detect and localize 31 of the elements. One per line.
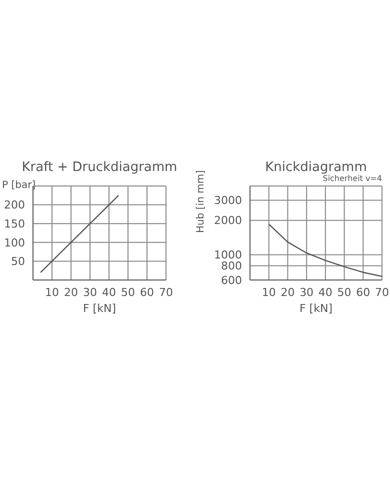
chart-title: Kraft + Druckdiagramm	[20, 160, 178, 175]
x-axis-title: F [kN]	[82, 302, 116, 315]
x-tick-label: 60	[140, 286, 154, 299]
y-tick-label: 50	[11, 255, 25, 268]
chart-title: Knickdiagramm	[264, 160, 368, 175]
y-tick-label: 150	[4, 218, 25, 231]
y-tick-label: 100	[4, 236, 25, 250]
text: Sicherheit v=4	[322, 174, 382, 183]
x-tick-label: 70	[375, 286, 389, 299]
y-tick-label: 3000	[214, 194, 242, 208]
x-tick-label: 20	[64, 286, 78, 299]
x-tick-label: 50	[121, 286, 135, 299]
x-tick-label: 70	[159, 286, 173, 299]
y-tick-label: 2000	[214, 214, 242, 228]
y-tick-label: 1000	[214, 248, 242, 262]
x-tick-label: 30	[83, 286, 97, 299]
line-series	[268, 224, 382, 278]
x-tick-label: 40	[318, 286, 332, 299]
x-axis-title: F [kN]	[299, 302, 333, 315]
y-tick-label: 800	[221, 260, 242, 273]
y-axis-title: P [bar]	[2, 180, 36, 191]
y-tick-label: 200	[4, 198, 25, 212]
x-tick-label: 10	[262, 286, 276, 299]
y-tick-label: 600	[221, 274, 242, 287]
x-tick-label: 30	[300, 286, 314, 299]
x-tick-label: 20	[280, 286, 295, 299]
x-tick-label: 40	[102, 286, 116, 299]
x-tick-label: 50	[337, 286, 352, 299]
x-tick-label: 10	[45, 286, 59, 299]
x-tick-label: 60	[356, 286, 370, 299]
y-axis-title: Hub [in mm]	[196, 170, 206, 233]
